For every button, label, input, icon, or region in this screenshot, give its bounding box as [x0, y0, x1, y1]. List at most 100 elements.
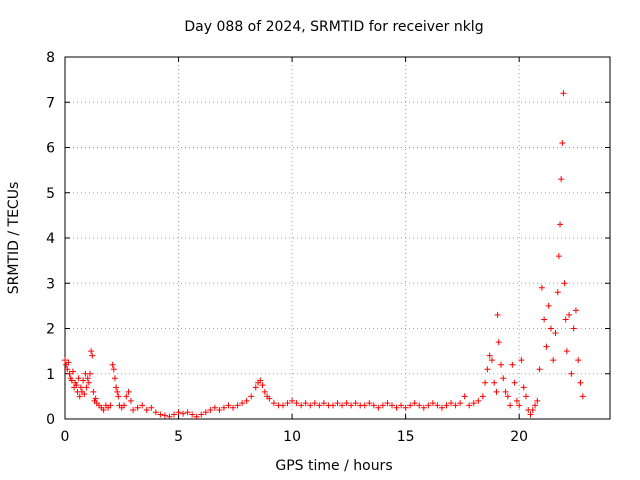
data-point: [100, 406, 107, 413]
data-point: [225, 402, 232, 409]
data-point: [110, 366, 117, 373]
data-point: [375, 404, 382, 411]
data-point: [536, 366, 543, 373]
data-point: [379, 402, 386, 409]
data-point: [298, 402, 305, 409]
data-point: [316, 402, 323, 409]
data-point: [475, 397, 482, 404]
data-point: [543, 343, 550, 350]
data-point: [547, 325, 554, 332]
data-point: [563, 348, 570, 355]
data-point: [545, 302, 552, 309]
data-point: [555, 253, 562, 260]
data-point: [348, 402, 355, 409]
data-point: [484, 366, 491, 373]
data-point: [429, 400, 436, 407]
data-point: [552, 330, 559, 337]
data-point: [491, 379, 498, 386]
data-point: [402, 404, 409, 411]
data-point: [68, 377, 75, 384]
data-point: [488, 357, 495, 364]
data-point: [66, 370, 73, 377]
x-tick-label: 5: [174, 429, 183, 445]
data-point: [558, 176, 565, 183]
y-tick-label: 6: [46, 141, 55, 157]
data-point: [559, 139, 566, 146]
data-point: [452, 402, 459, 409]
data-point: [220, 404, 227, 411]
data-point: [502, 388, 509, 395]
data-point: [516, 402, 523, 409]
data-point: [252, 384, 259, 391]
data-point: [302, 400, 309, 407]
data-point: [175, 409, 182, 416]
data-point: [538, 284, 545, 291]
data-point: [234, 402, 241, 409]
data-point: [259, 382, 266, 389]
data-point: [123, 393, 130, 400]
y-tick-label: 0: [46, 412, 55, 428]
data-points: [62, 90, 586, 420]
data-point: [280, 402, 286, 409]
y-tick-label: 7: [46, 95, 55, 111]
data-point: [198, 411, 205, 418]
data-point: [293, 400, 300, 407]
x-axis-label: GPS time / hours: [275, 458, 392, 474]
data-point: [189, 411, 196, 418]
data-point: [266, 395, 273, 402]
data-point: [425, 402, 432, 409]
data-point: [389, 402, 395, 409]
data-point: [166, 413, 173, 420]
x-tick-label: 0: [61, 429, 70, 445]
data-point: [329, 402, 336, 409]
data-point: [171, 411, 177, 418]
data-point: [157, 411, 164, 418]
data-point: [261, 388, 268, 395]
data-point: [289, 397, 296, 404]
data-point: [534, 397, 541, 404]
data-point: [311, 400, 318, 407]
data-point: [393, 404, 400, 411]
data-point: [527, 411, 534, 418]
data-point: [243, 397, 250, 404]
data-point: [560, 90, 567, 97]
data-point: [529, 406, 536, 413]
data-point: [334, 400, 341, 407]
data-point: [69, 368, 76, 375]
data-point: [518, 357, 525, 364]
data-point: [107, 402, 114, 409]
data-point: [134, 404, 141, 411]
data-point: [461, 393, 468, 400]
data-point: [361, 402, 368, 409]
data-point: [550, 357, 557, 364]
chart-title: Day 088 of 2024, SRMTID for receiver nkl…: [184, 19, 483, 35]
data-point: [125, 388, 132, 395]
data-point: [80, 377, 87, 384]
data-point: [202, 409, 209, 416]
data-point: [479, 393, 486, 400]
data-point: [320, 400, 327, 407]
data-point: [211, 404, 218, 411]
data-point: [495, 339, 502, 346]
y-axis-label: SRMTID / TECUs: [6, 182, 22, 295]
data-point: [411, 400, 418, 407]
data-point: [470, 400, 477, 407]
data-point: [307, 402, 314, 409]
data-point: [88, 348, 95, 355]
data-point: [115, 393, 122, 400]
data-point: [575, 357, 582, 364]
data-point: [207, 406, 214, 413]
data-point: [500, 375, 507, 382]
plot-frame: [64, 56, 611, 420]
data-point: [557, 221, 564, 228]
data-point: [139, 402, 146, 409]
data-point: [184, 409, 191, 416]
data-point: [161, 412, 168, 419]
y-tick-label: 3: [46, 276, 55, 292]
data-point: [482, 379, 489, 386]
data-point: [85, 379, 92, 386]
data-point: [152, 409, 159, 416]
data-point: [579, 393, 586, 400]
data-point: [343, 400, 350, 407]
